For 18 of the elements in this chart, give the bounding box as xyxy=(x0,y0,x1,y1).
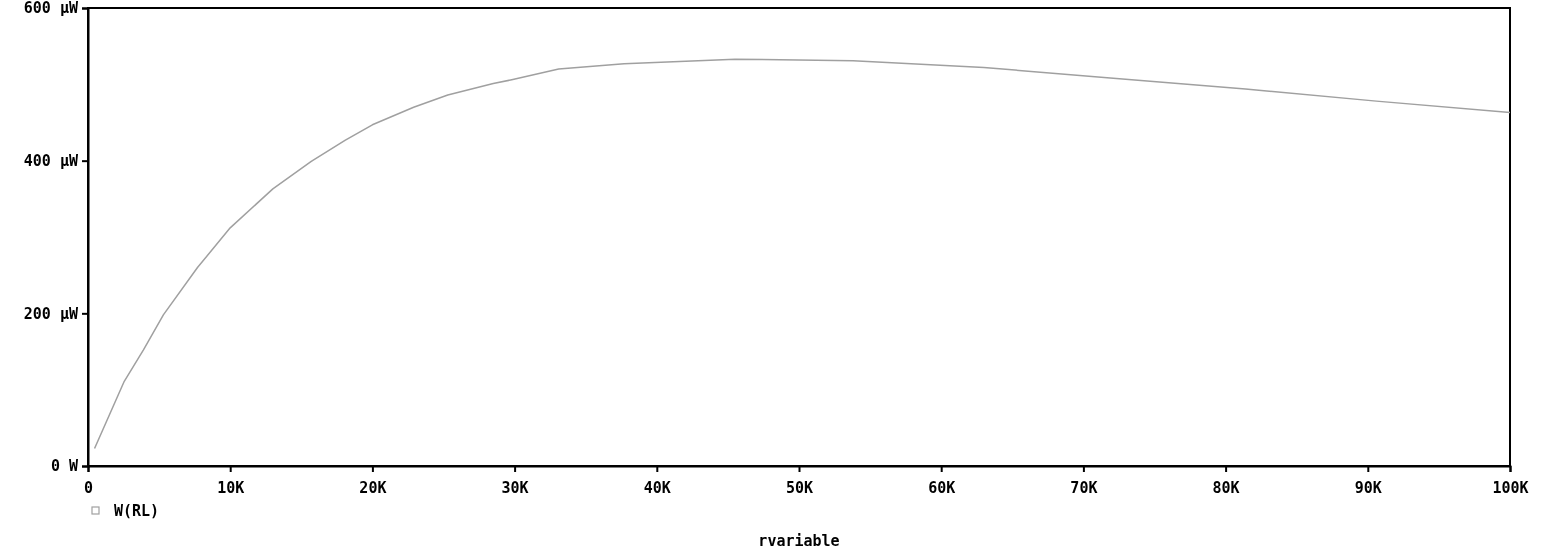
y-tick-label: 600 µW xyxy=(23,0,79,18)
x-tick-label: 10K xyxy=(217,478,245,497)
y-tick-label: 0 W xyxy=(50,457,79,476)
line-series xyxy=(93,58,1511,450)
x-tick-label: 50K xyxy=(785,478,814,497)
x-tick-label: 100K xyxy=(1492,478,1529,497)
x-tick-label: 70K xyxy=(1070,478,1098,497)
y-tick-label: 200 µW xyxy=(23,304,79,323)
x-tick-label: 0 xyxy=(83,478,94,497)
x-tick-label: 20K xyxy=(359,478,387,497)
x-tick-label: 60K xyxy=(928,478,956,497)
x-axis-title: rvariable xyxy=(758,532,840,548)
x-tick-label: 30K xyxy=(501,478,529,497)
x-tick-label: 90K xyxy=(1354,478,1382,497)
legend-label: W(RL) xyxy=(114,502,160,520)
x-tick-label: 80K xyxy=(1212,478,1240,497)
x-tick-label: 40K xyxy=(643,478,671,497)
y-tick-label: 400 µW xyxy=(23,151,79,170)
